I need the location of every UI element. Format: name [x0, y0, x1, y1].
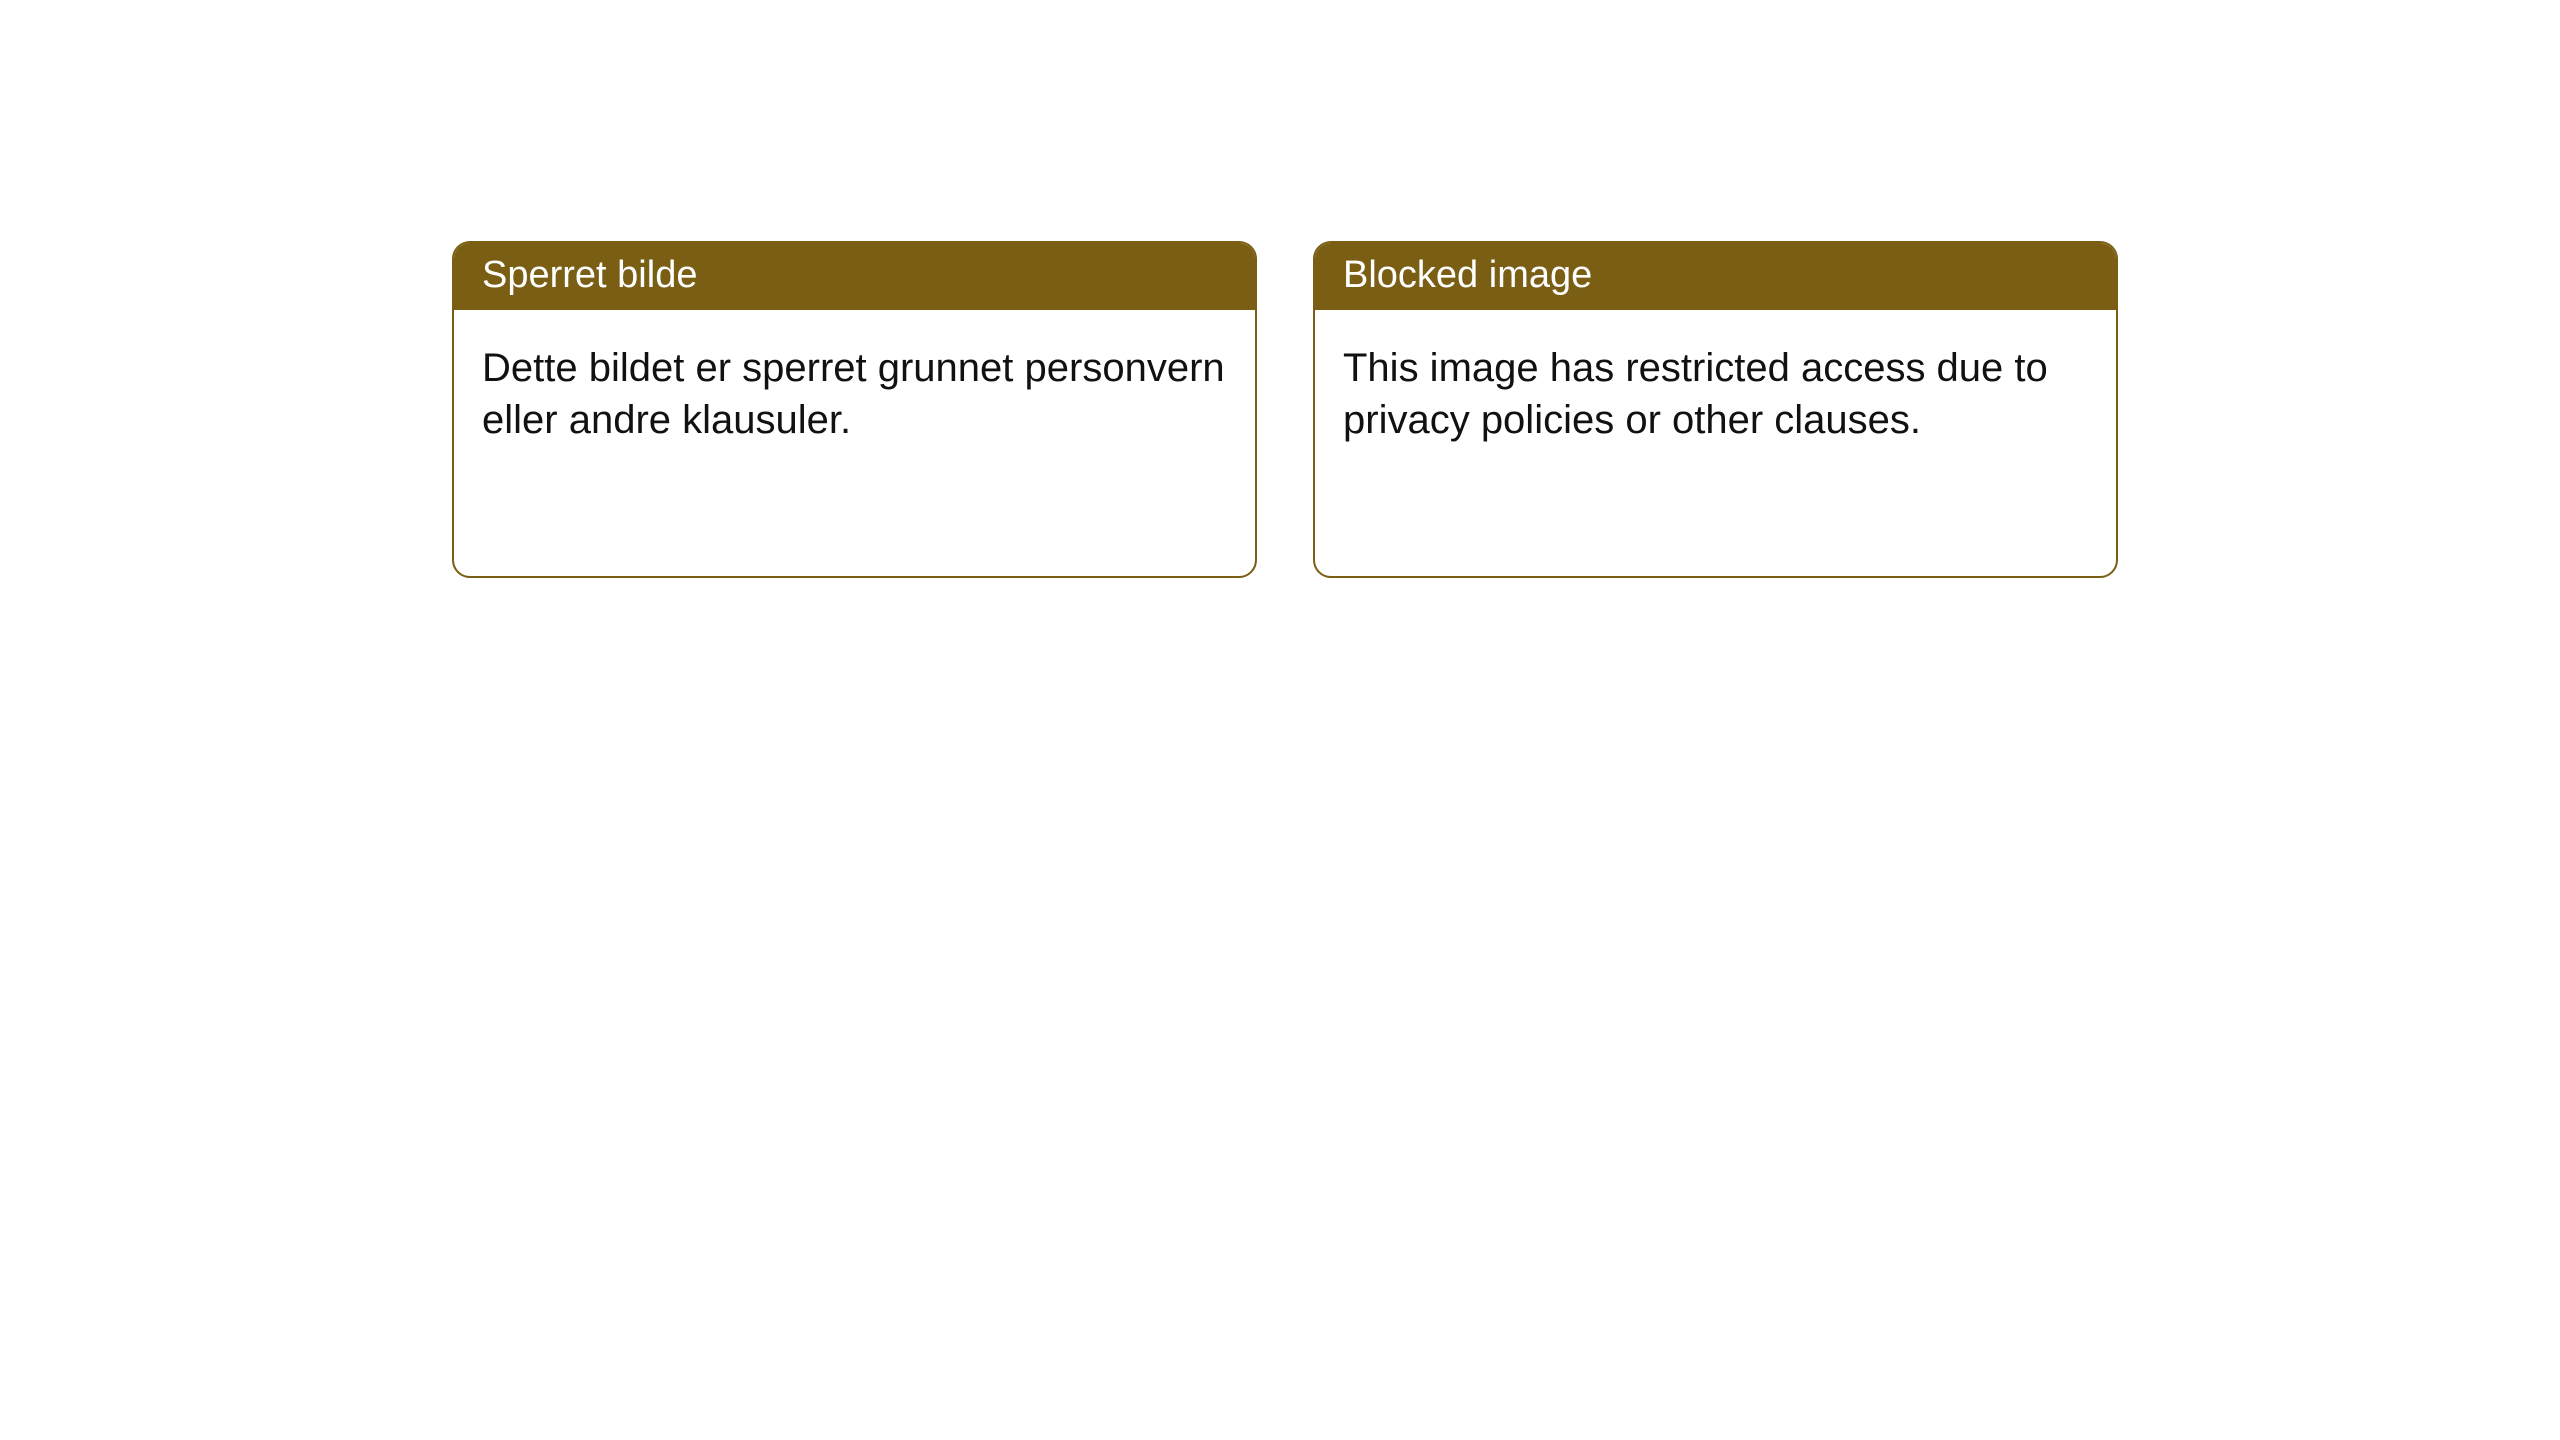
- notice-container: Sperret bilde Dette bildet er sperret gr…: [0, 0, 2560, 578]
- notice-title: Sperret bilde: [454, 243, 1255, 310]
- notice-card-english: Blocked image This image has restricted …: [1313, 241, 2118, 578]
- notice-title: Blocked image: [1315, 243, 2116, 310]
- notice-card-norwegian: Sperret bilde Dette bildet er sperret gr…: [452, 241, 1257, 578]
- notice-body: This image has restricted access due to …: [1315, 310, 2116, 478]
- notice-body: Dette bildet er sperret grunnet personve…: [454, 310, 1255, 478]
